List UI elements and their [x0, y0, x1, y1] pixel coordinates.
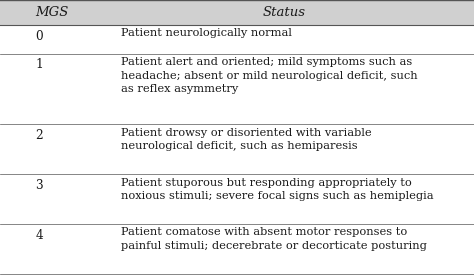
- Text: 1: 1: [36, 58, 43, 71]
- Text: 3: 3: [36, 179, 43, 192]
- Text: Patient stuporous but responding appropriately to
noxious stimuli; severe focal : Patient stuporous but responding appropr…: [121, 178, 434, 201]
- Text: Status: Status: [263, 6, 306, 19]
- Bar: [0, 124, 474, 174]
- Text: 0: 0: [36, 30, 43, 43]
- Text: Patient neurologically normal: Patient neurologically normal: [121, 28, 292, 38]
- Text: MGS: MGS: [36, 6, 69, 19]
- Bar: [0, 174, 474, 224]
- Text: Patient drowsy or disoriented with variable
neurological deficit, such as hemipa: Patient drowsy or disoriented with varia…: [121, 128, 372, 152]
- Bar: [0, 25, 474, 54]
- Text: 2: 2: [36, 129, 43, 142]
- Bar: [0, 224, 474, 274]
- Text: 4: 4: [36, 229, 43, 242]
- Text: Patient comatose with absent motor responses to
painful stimuli; decerebrate or : Patient comatose with absent motor respo…: [121, 227, 427, 251]
- Bar: [0, 0, 474, 25]
- Text: Patient alert and oriented; mild symptoms such as
headache; absent or mild neuro: Patient alert and oriented; mild symptom…: [121, 57, 418, 94]
- Bar: [0, 54, 474, 124]
